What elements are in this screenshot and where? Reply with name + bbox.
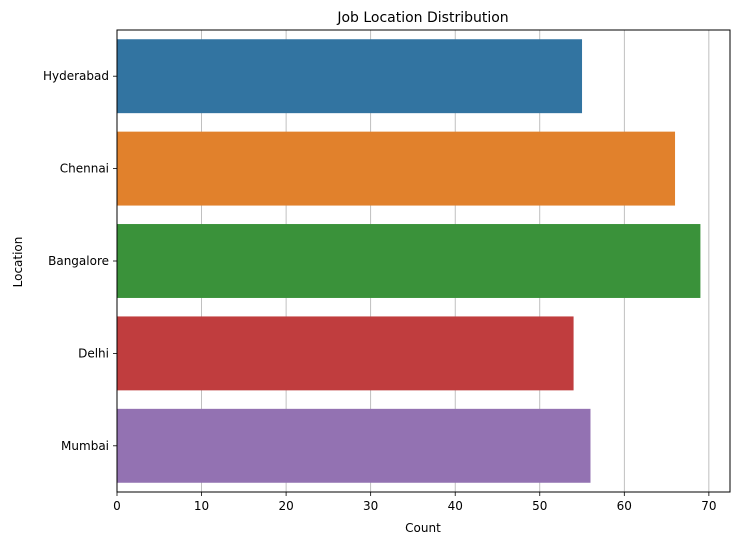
- x-tick-label: 50: [532, 499, 547, 513]
- chart-title: Job Location Distribution: [336, 10, 508, 26]
- y-tick-label: Bangalore: [48, 254, 109, 268]
- y-axis-ticks: Hyderabad Chennai Bangalore Delhi Mumbai: [43, 69, 117, 453]
- y-tick-label: Hyderabad: [43, 69, 109, 83]
- y-tick-label: Chennai: [60, 162, 109, 176]
- y-axis-label: Location: [11, 237, 25, 288]
- x-tick-label: 20: [278, 499, 293, 513]
- x-axis-label: Count: [405, 521, 441, 535]
- y-tick-label: Delhi: [78, 346, 109, 360]
- x-tick-label: 30: [363, 499, 378, 513]
- x-tick-label: 70: [701, 499, 716, 513]
- bar-delhi: [117, 316, 574, 391]
- x-tick-label: 60: [617, 499, 632, 513]
- bar-chennai: [117, 131, 676, 206]
- x-tick-label: 40: [448, 499, 463, 513]
- y-tick-label: Mumbai: [61, 439, 109, 453]
- bar-bangalore: [117, 224, 701, 298]
- x-tick-label: 10: [194, 499, 209, 513]
- bar-hyderabad: [117, 39, 583, 114]
- x-axis-ticks: 0 10 20 30 40 50 60 70: [113, 492, 717, 513]
- x-tick-label: 0: [113, 499, 121, 513]
- bars: [117, 39, 701, 483]
- bar-mumbai: [117, 408, 591, 483]
